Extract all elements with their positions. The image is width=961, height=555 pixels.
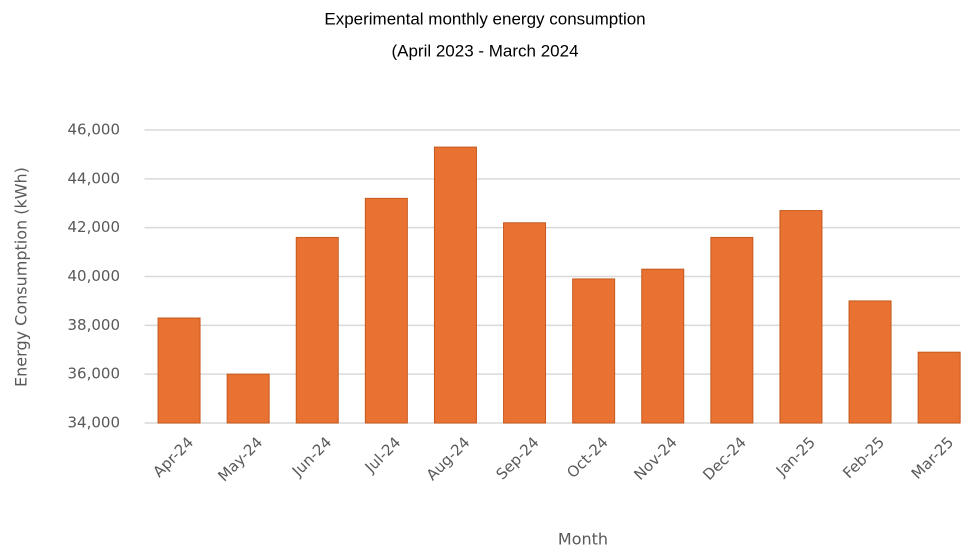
y-tick-label: 44,000 [68,169,121,187]
bar [572,278,616,424]
x-tick-label: Sep-24 [493,433,543,483]
x-tick-label: Aug-24 [423,433,474,484]
y-axis-title: Energy Consumption (kWh) [12,167,31,387]
x-tick-label: Jul-24 [361,433,405,477]
x-tick-label: Apr-24 [149,433,197,481]
y-tick-label: 42,000 [68,218,121,236]
bar [157,317,201,424]
chart-subtitle: (April 2023 - March 2024 [391,41,578,60]
bar [226,373,270,424]
bar [917,351,961,424]
x-axis-title: Month [558,530,608,549]
x-tick-label: Dec-24 [699,433,750,484]
x-tick-label: Jun-24 [288,433,335,480]
bar [433,146,477,424]
x-tick-label: Feb-25 [839,433,888,482]
bar [779,210,823,424]
y-tick-label: 36,000 [68,365,121,383]
bar [295,236,339,424]
bar [364,197,408,424]
x-tick-label: Mar-25 [908,433,957,482]
chart-title: Experimental monthly energy consumption [324,9,645,28]
y-tick-label: 34,000 [68,414,121,432]
y-tick-label: 46,000 [68,121,121,139]
y-tick-label: 40,000 [68,267,121,285]
x-tick-label: Jan-25 [772,433,819,480]
bar [710,236,754,424]
bar [848,300,892,424]
x-tick-label: May-24 [214,433,266,485]
x-tick-label: Nov-24 [630,433,680,483]
y-tick-label: 38,000 [68,316,121,334]
bar [641,268,685,424]
x-tick-label: Oct-24 [563,433,611,481]
bar [503,222,547,424]
